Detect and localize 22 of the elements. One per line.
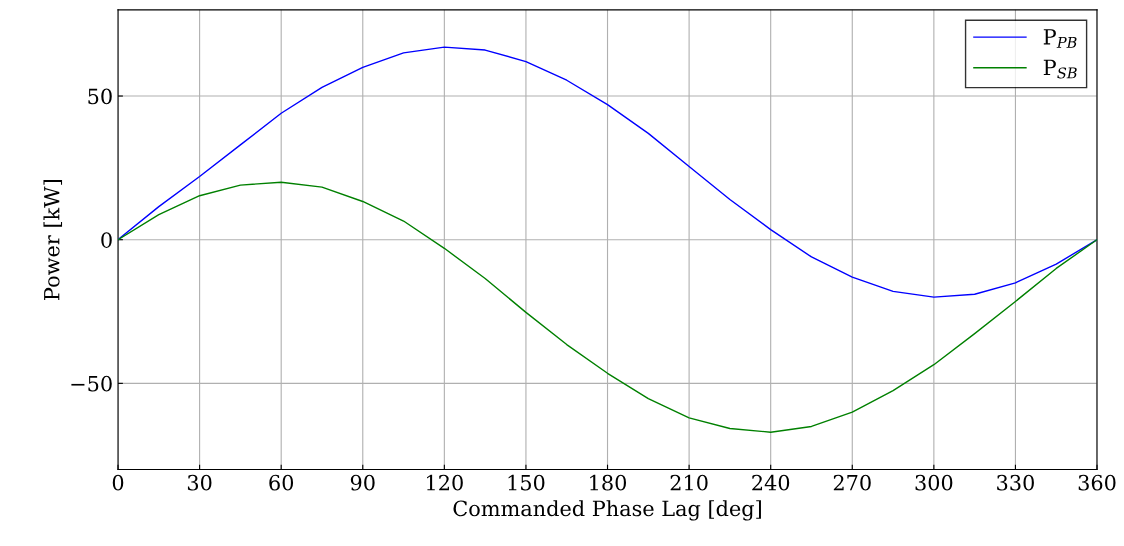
x-tick-label: 30 <box>187 474 212 491</box>
x-tick-label: 360 <box>1078 474 1116 491</box>
y-tick-label: 0 <box>101 232 112 248</box>
line-series <box>118 46 1098 298</box>
y-tick-label: −50 <box>71 375 112 392</box>
line-series <box>118 181 1098 433</box>
x-tick-label: 180 <box>590 474 627 491</box>
legend-label: P$_{SB}$ <box>1043 59 1077 79</box>
x-tick-label: 90 <box>350 474 375 491</box>
y-axis-title: Power [kW] <box>43 180 63 300</box>
x-tick-label: 300 <box>915 474 953 491</box>
legend-label: P$_{PB}$ <box>1043 29 1077 48</box>
x-tick-label: 0 <box>112 474 124 491</box>
x-tick-label: 120 <box>427 474 463 491</box>
x-tick-label: 60 <box>269 474 294 491</box>
x-tick-label: 270 <box>833 474 871 491</box>
x-tick-label: 150 <box>508 474 545 491</box>
x-axis-title: Commanded Phase Lag [deg] <box>453 500 761 521</box>
x-tick-label: 240 <box>752 474 790 491</box>
x-tick-label: 210 <box>670 474 708 491</box>
y-tick-label: 50 <box>88 88 112 105</box>
x-tick-label: 330 <box>997 474 1034 491</box>
